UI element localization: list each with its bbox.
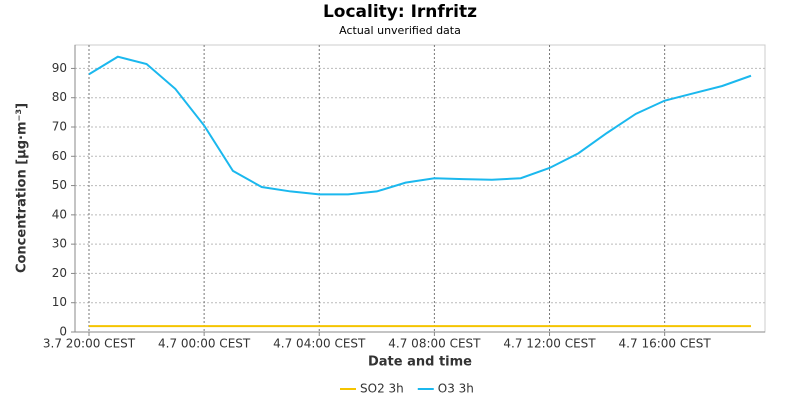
y-tick-label: 0 xyxy=(59,325,67,339)
series-line xyxy=(88,55,752,196)
y-tick-label: 10 xyxy=(52,295,67,309)
x-tick-label: 4.7 00:00 CEST xyxy=(158,337,251,351)
y-tick-label: 90 xyxy=(52,61,67,75)
x-tick-label: 4.7 08:00 CEST xyxy=(388,337,481,351)
x-tick-label: 4.7 04:00 CEST xyxy=(273,337,366,351)
x-tick-label: 4.7 12:00 CEST xyxy=(503,337,596,351)
y-tick-label: 40 xyxy=(52,207,67,221)
y-tick-label: 60 xyxy=(52,149,67,163)
plot-frame xyxy=(74,44,766,333)
x-tick-label: 4.7 16:00 CEST xyxy=(619,337,712,351)
x-tick-label: 3.7 20:00 CEST xyxy=(43,337,136,351)
y-tick-label: 20 xyxy=(52,266,67,280)
chart-subtitle: Actual unverified data xyxy=(339,24,461,37)
y-tick-label: 80 xyxy=(52,90,67,104)
y-tick-label: 30 xyxy=(52,237,67,251)
y-tick-label: 70 xyxy=(52,120,67,134)
x-axis-title: Date and time xyxy=(368,355,472,370)
y-tick-label: 50 xyxy=(52,178,67,192)
legend-label: O3 3h xyxy=(438,382,474,396)
chart-title: Locality: Irnfritz xyxy=(323,2,477,22)
legend-label: SO2 3h xyxy=(360,382,404,396)
y-axis-title: Concentration [µg·m⁻³] xyxy=(15,103,30,273)
